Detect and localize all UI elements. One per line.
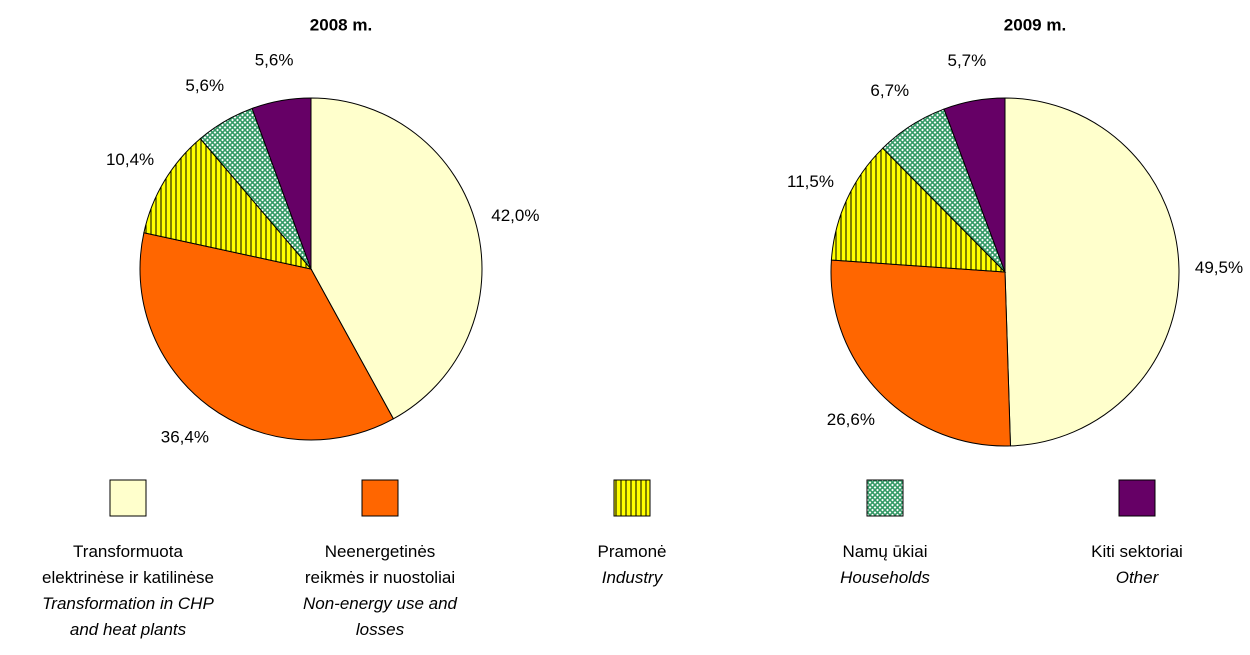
legend-label: reikmės ir nuostoliai (304, 568, 456, 587)
legend-swatch (866, 479, 904, 517)
pie-slice (830, 147, 1007, 273)
legend-label: losses (355, 620, 405, 639)
chart-title: 2008 m. (310, 15, 372, 34)
data-label: 5,6% (255, 51, 294, 70)
pie-slice (830, 259, 1011, 447)
legend-entry: Transformuota elektrinėse ir katilinėse Tr… (3, 539, 253, 643)
legend-entry: Kiti sektoriai Other (1012, 539, 1250, 591)
data-label: 10,4% (106, 150, 154, 169)
data-label: 42,0% (491, 206, 539, 225)
legend-entry: Namų ūkiai Households (760, 539, 1010, 591)
legend-label: Pramonė (597, 542, 667, 561)
data-label: 36,4% (161, 428, 209, 447)
legend-label: Kiti sektoriai (1091, 542, 1183, 561)
legend-swatch (1118, 479, 1156, 517)
legend-entry: Pramonė Industry (507, 539, 757, 591)
legend-label: Other (1115, 568, 1159, 587)
legend-label: elektrinėse ir katilinėse (42, 568, 214, 587)
data-label: 11,5% (787, 172, 834, 191)
pie-slice (251, 97, 312, 270)
data-label: 5,6% (185, 76, 224, 95)
data-label: 49,5% (1195, 258, 1243, 277)
legend-label: Neenergetinės (324, 542, 436, 561)
legend-swatch (613, 479, 651, 517)
legend-swatch (109, 479, 147, 517)
legend-label: Transformuota (73, 542, 183, 561)
legend-swatch (361, 479, 399, 517)
legend-label: Transformation in CHP (42, 594, 214, 613)
legend-label: Industry (601, 568, 663, 587)
data-label: 26,6% (827, 410, 875, 429)
pie-slice (943, 97, 1006, 273)
pie-slice (143, 137, 313, 270)
data-label: 5,7% (948, 51, 987, 70)
pie-slice (139, 232, 395, 441)
legend-label: Non-energy use and (302, 594, 458, 613)
legend-label: Namų ūkiai (842, 542, 928, 561)
legend-label: and heat plants (69, 620, 187, 639)
legend-entry: Neenergetinės reikmės ir nuostoliai Non-en… (255, 539, 505, 643)
pie-slice (1004, 97, 1180, 447)
pie-slice (310, 97, 483, 420)
data-label: 6,7% (870, 81, 909, 100)
legend-label: Households (840, 568, 930, 587)
chart-title: 2009 m. (1004, 15, 1066, 34)
